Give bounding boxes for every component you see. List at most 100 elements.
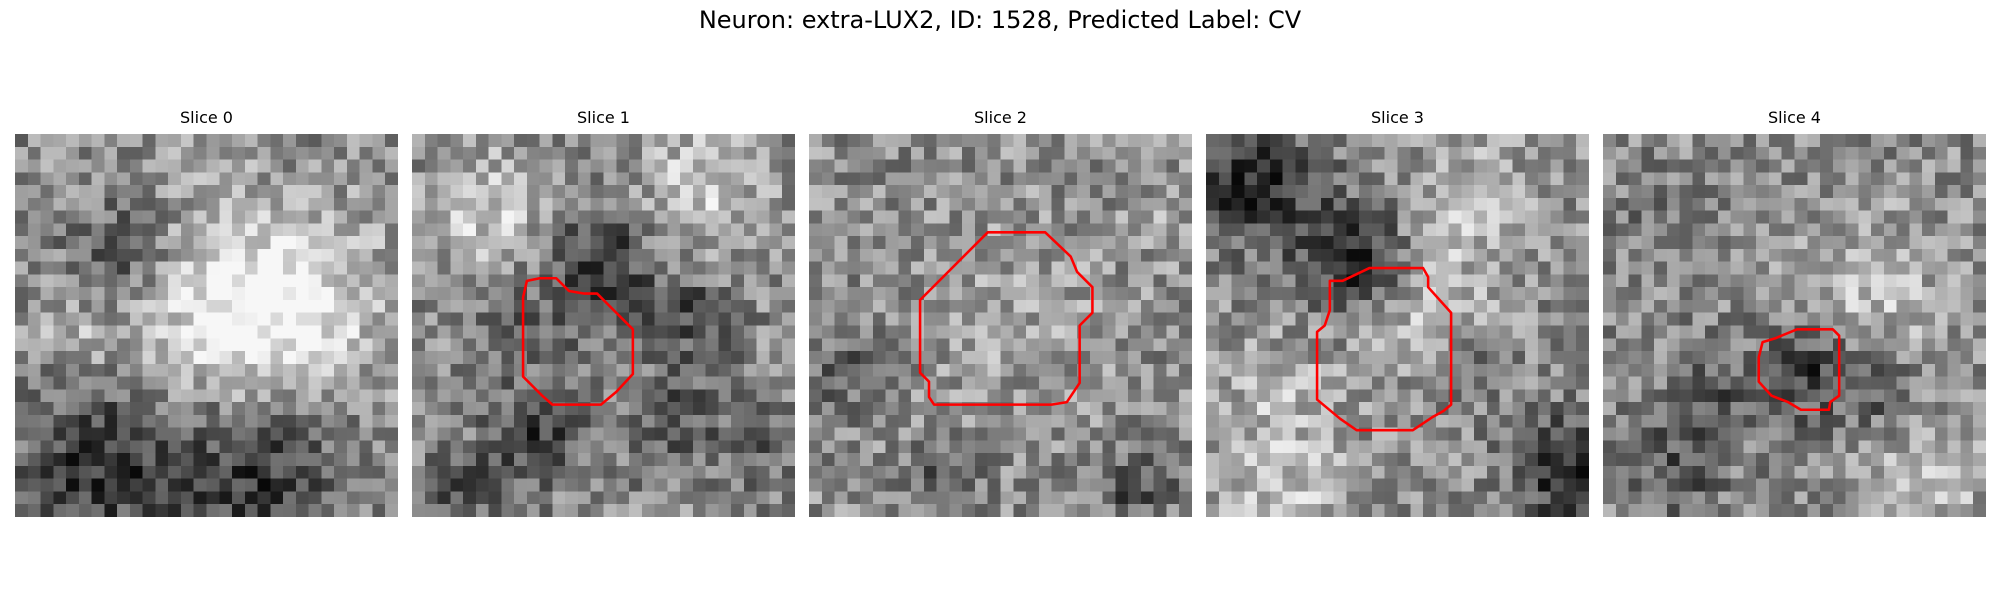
pixel — [1845, 491, 1859, 505]
pixel — [552, 236, 566, 250]
pixel — [1628, 465, 1642, 479]
pixel — [1615, 299, 1629, 313]
pixel — [1474, 491, 1488, 505]
pixel — [731, 478, 745, 492]
pixel — [974, 325, 988, 339]
pixel — [437, 363, 451, 377]
pixel — [974, 299, 988, 313]
pixel — [66, 223, 80, 237]
pixel — [412, 223, 426, 237]
pixel — [1768, 210, 1782, 224]
pixel — [1537, 414, 1551, 428]
pixel — [1282, 248, 1296, 262]
pixel — [1115, 248, 1129, 262]
pixel — [321, 210, 335, 224]
pixel — [463, 453, 477, 467]
pixel — [437, 491, 451, 505]
pixel — [1333, 504, 1347, 517]
pixel — [1794, 376, 1808, 390]
pixel — [1231, 210, 1245, 224]
pixel — [1654, 210, 1668, 224]
pixel — [1666, 402, 1680, 416]
pixel — [962, 210, 976, 224]
pixel — [15, 134, 29, 148]
pixel — [1026, 376, 1040, 390]
pixel — [1909, 478, 1923, 492]
pixel — [1628, 325, 1642, 339]
pixel — [756, 453, 770, 467]
pixel — [1140, 478, 1154, 492]
pixel — [1013, 210, 1027, 224]
pixel — [1397, 389, 1411, 403]
pixel — [809, 185, 823, 199]
pixel — [834, 236, 848, 250]
pixel — [1705, 172, 1719, 186]
pixel — [680, 465, 694, 479]
pixel — [1845, 402, 1859, 416]
pixel — [1717, 236, 1731, 250]
pixel — [1013, 440, 1027, 454]
pixel — [834, 223, 848, 237]
pixel — [641, 210, 655, 224]
pixel — [1537, 325, 1551, 339]
pixel — [1666, 223, 1680, 237]
pixel — [1371, 453, 1385, 467]
pixel — [1909, 172, 1923, 186]
pixel — [1244, 274, 1258, 288]
pixel — [1550, 363, 1564, 377]
pixel — [667, 376, 681, 390]
pixel — [898, 376, 912, 390]
pixel — [1308, 299, 1322, 313]
pixel — [1153, 402, 1167, 416]
pixel — [1679, 465, 1693, 479]
pixel — [270, 312, 284, 326]
pixel — [1448, 261, 1462, 275]
pixel — [1384, 274, 1398, 288]
pixel — [1244, 453, 1258, 467]
pixel — [424, 172, 438, 186]
pixel — [1871, 146, 1885, 160]
pixel — [142, 453, 156, 467]
pixel — [1423, 376, 1437, 390]
pixel — [1973, 210, 1986, 224]
pixel — [1679, 478, 1693, 492]
pixel — [1550, 236, 1564, 250]
pixel — [1615, 325, 1629, 339]
pixel — [1896, 376, 1910, 390]
pixel — [1499, 134, 1513, 148]
pixel — [1128, 414, 1142, 428]
pixel — [962, 299, 976, 313]
pixel — [1576, 197, 1589, 211]
pixel — [1166, 261, 1180, 275]
pixel — [180, 312, 194, 326]
pixel — [1206, 172, 1220, 186]
pixel — [501, 185, 515, 199]
pixel — [27, 146, 41, 160]
pixel — [283, 197, 297, 211]
pixel — [847, 465, 861, 479]
pixel — [1269, 248, 1283, 262]
pixel — [705, 478, 719, 492]
pixel — [142, 414, 156, 428]
pixel — [1525, 491, 1539, 505]
pixel — [1257, 223, 1271, 237]
pixel — [1051, 465, 1065, 479]
pixel — [283, 427, 297, 441]
pixel — [1654, 299, 1668, 313]
pixel — [359, 440, 373, 454]
pixel — [206, 146, 220, 160]
pixel — [334, 402, 348, 416]
pixel — [424, 223, 438, 237]
pixel — [1218, 363, 1232, 377]
pixel — [962, 261, 976, 275]
pixel — [603, 402, 617, 416]
pixel — [1269, 287, 1283, 301]
pixel — [488, 325, 502, 339]
pixel — [385, 274, 398, 288]
pixel — [872, 146, 886, 160]
pixel — [1397, 299, 1411, 313]
pixel — [1244, 261, 1258, 275]
pixel — [1692, 351, 1706, 365]
pixel — [1922, 197, 1936, 211]
pixel — [1512, 325, 1526, 339]
